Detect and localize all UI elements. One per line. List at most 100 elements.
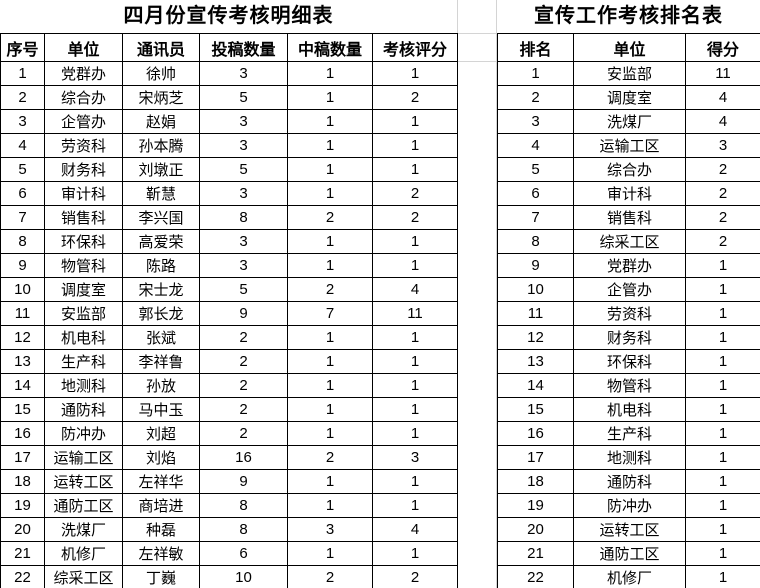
cell-text: 运输工区 xyxy=(573,133,686,158)
cell-value: 4 xyxy=(372,517,458,542)
cell-text: 孙放 xyxy=(122,373,200,398)
table-row: 1 党群办 徐帅 3 1 1 xyxy=(0,61,458,86)
cell-value: 1 xyxy=(287,181,373,206)
cell-text: 企管办 xyxy=(573,277,686,302)
left-table-title: 四月份宣传考核明细表 xyxy=(123,5,334,27)
table-row: 16 生产科 1 xyxy=(497,421,760,446)
table-row: 6 审计科 靳慧 3 1 2 xyxy=(0,181,458,206)
table-row: 21 通防工区 1 xyxy=(497,541,760,566)
cell-value: 3 xyxy=(372,445,458,470)
table-row: 11 安监部 郭长龙 9 7 11 xyxy=(0,301,458,326)
cell-value: 10 xyxy=(497,277,574,302)
cell-value: 6 xyxy=(0,181,45,206)
cell-value: 13 xyxy=(0,349,45,374)
cell-text: 劳资科 xyxy=(573,301,686,326)
column-header: 排名 xyxy=(497,33,574,62)
cell-value: 1 xyxy=(685,493,760,518)
cell-value: 1 xyxy=(287,61,373,86)
cell-value: 5 xyxy=(199,85,288,110)
cell-value: 2 xyxy=(685,205,760,230)
cell-value: 8 xyxy=(199,205,288,230)
cell-value: 22 xyxy=(497,565,574,588)
cell-text: 刘超 xyxy=(122,421,200,446)
cell-text: 综合办 xyxy=(573,157,686,182)
cell-value: 2 xyxy=(685,157,760,182)
cell-value: 16 xyxy=(199,445,288,470)
cell-value: 3 xyxy=(199,253,288,278)
table-row: 19 通防工区 商培进 8 1 1 xyxy=(0,493,458,518)
table-row: 7 销售科 李兴国 8 2 2 xyxy=(0,205,458,230)
cell-value: 1 xyxy=(287,109,373,134)
cell-text: 综采工区 xyxy=(44,565,123,588)
table-row: 16 防冲办 刘超 2 1 1 xyxy=(0,421,458,446)
cell-value: 12 xyxy=(0,325,45,350)
cell-value: 15 xyxy=(0,397,45,422)
cell-text: 防冲办 xyxy=(573,493,686,518)
table-row: 7 销售科 2 xyxy=(497,205,760,230)
cell-text: 机修厂 xyxy=(44,541,123,566)
cell-value: 1 xyxy=(685,421,760,446)
cell-value: 1 xyxy=(287,253,373,278)
table-row: 3 企管办 赵娟 3 1 1 xyxy=(0,109,458,134)
table-row: 20 运转工区 1 xyxy=(497,517,760,542)
cell-value: 2 xyxy=(287,205,373,230)
cell-value: 4 xyxy=(685,109,760,134)
table-row: 13 环保科 1 xyxy=(497,349,760,374)
cell-text: 财务科 xyxy=(44,157,123,182)
cell-value: 2 xyxy=(685,181,760,206)
cell-value: 1 xyxy=(685,397,760,422)
cell-value: 1 xyxy=(287,541,373,566)
cell-text: 劳资科 xyxy=(44,133,123,158)
cell-value: 8 xyxy=(497,229,574,254)
cell-value: 3 xyxy=(199,229,288,254)
cell-text: 刘墩正 xyxy=(122,157,200,182)
cell-value: 2 xyxy=(287,445,373,470)
cell-value: 5 xyxy=(199,157,288,182)
table-header-row: 排名 单位 得分 xyxy=(497,33,760,62)
cell-value: 1 xyxy=(685,277,760,302)
table-row: 5 综合办 2 xyxy=(497,157,760,182)
cell-text: 孙本腾 xyxy=(122,133,200,158)
table-row: 5 财务科 刘墩正 5 1 1 xyxy=(0,157,458,182)
cell-text: 机电科 xyxy=(573,397,686,422)
cell-text: 通防科 xyxy=(573,469,686,494)
cell-text: 马中玉 xyxy=(122,397,200,422)
cell-text: 李祥鲁 xyxy=(122,349,200,374)
cell-value: 9 xyxy=(199,469,288,494)
cell-value: 1 xyxy=(372,61,458,86)
cell-value: 7 xyxy=(497,205,574,230)
table-row: 10 企管办 1 xyxy=(497,277,760,302)
cell-value: 1 xyxy=(287,421,373,446)
cell-text: 审计科 xyxy=(44,181,123,206)
column-header: 考核评分 xyxy=(372,33,458,62)
table-row: 13 生产科 李祥鲁 2 1 1 xyxy=(0,349,458,374)
cell-value: 21 xyxy=(497,541,574,566)
cell-value: 1 xyxy=(287,349,373,374)
cell-value: 5 xyxy=(497,157,574,182)
cell-value: 6 xyxy=(497,181,574,206)
cell-value: 9 xyxy=(0,253,45,278)
cell-value: 14 xyxy=(497,373,574,398)
table-row: 14 地测科 孙放 2 1 1 xyxy=(0,373,458,398)
table-row: 18 通防科 1 xyxy=(497,469,760,494)
cell-text: 陈路 xyxy=(122,253,200,278)
table-row: 17 运输工区 刘焰 16 2 3 xyxy=(0,445,458,470)
table-row: 8 综采工区 2 xyxy=(497,229,760,254)
table-row: 8 环保科 高爱荣 3 1 1 xyxy=(0,229,458,254)
table-row: 9 党群办 1 xyxy=(497,253,760,278)
cell-text: 洗煤厂 xyxy=(573,109,686,134)
cell-text: 安监部 xyxy=(573,61,686,86)
cell-value: 2 xyxy=(685,229,760,254)
table-row: 4 劳资科 孙本腾 3 1 1 xyxy=(0,133,458,158)
table-row: 6 审计科 2 xyxy=(497,181,760,206)
cell-value: 16 xyxy=(497,421,574,446)
gridline-horizontal xyxy=(457,33,496,34)
cell-value: 2 xyxy=(287,565,373,588)
cell-value: 8 xyxy=(0,229,45,254)
cell-value: 3 xyxy=(685,133,760,158)
cell-text: 张斌 xyxy=(122,325,200,350)
cell-value: 2 xyxy=(372,181,458,206)
cell-text: 生产科 xyxy=(44,349,123,374)
cell-value: 11 xyxy=(497,301,574,326)
